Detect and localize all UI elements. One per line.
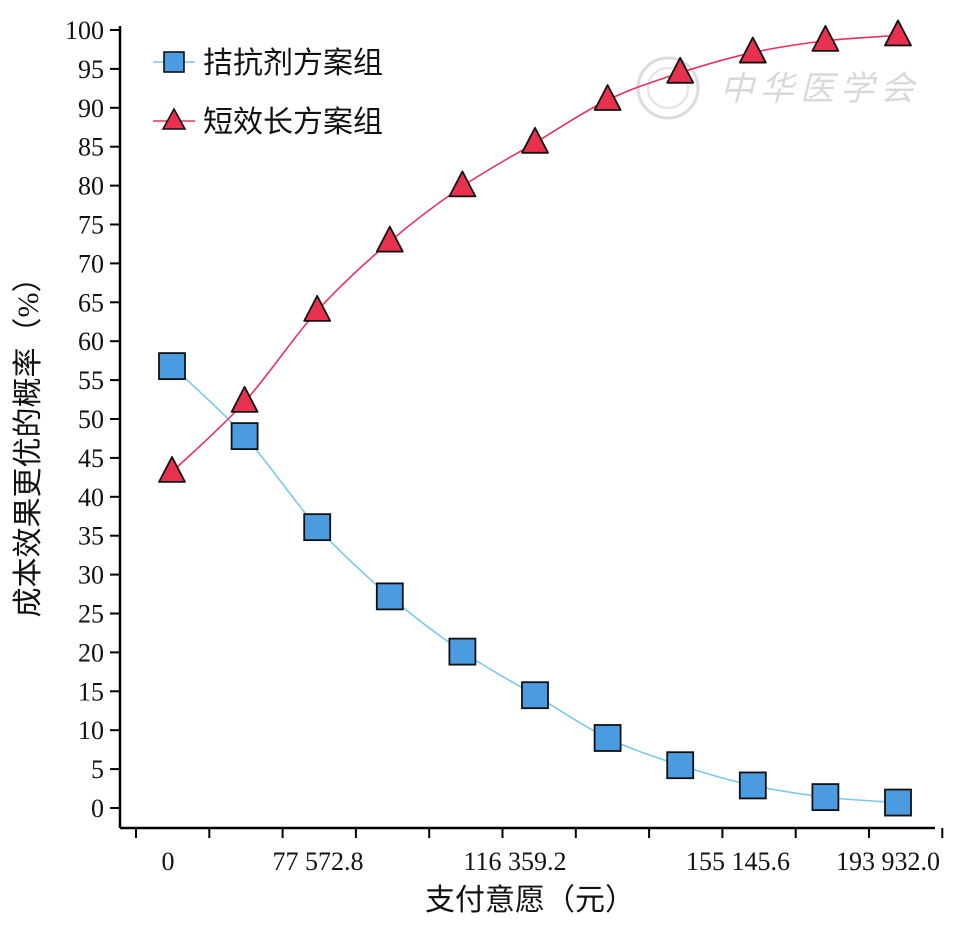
x-tick-label: 77 572.8 [273, 847, 364, 876]
data-point-square [448, 637, 477, 666]
series-line [171, 365, 899, 804]
data-point-triangle [666, 56, 695, 84]
series-layer [158, 19, 912, 817]
series-square [158, 352, 912, 817]
data-point-square [230, 422, 259, 451]
data-point-square [303, 513, 332, 542]
data-point-square [158, 352, 186, 380]
y-tick-label: 55 [78, 366, 104, 395]
data-point-triangle [158, 456, 186, 483]
data-point-square [738, 771, 767, 800]
axes: 0 5 10 15 20 25 30 35 40 45 50 55 60 65 70 75 80 85 90 95 10… [65, 16, 944, 876]
legend-label: 拮抗剂方案组 [203, 47, 383, 80]
legend-marker-triangle [161, 107, 187, 130]
y-tick-label: 45 [78, 444, 104, 473]
data-point-triangle [375, 225, 404, 253]
y-tick-label: 35 [78, 522, 104, 551]
x-tick-label: 193 932.0 [836, 847, 940, 876]
data-point-square [884, 788, 912, 817]
data-point-triangle [303, 294, 332, 322]
watermark-seal-inner [647, 67, 689, 109]
watermark: 中华医学会 [636, 56, 920, 120]
y-tick-label: 80 [78, 172, 104, 201]
x-tick-label: 0 [162, 847, 175, 876]
x-tick-label: 155 145.6 [686, 847, 790, 876]
data-point-triangle [738, 36, 767, 64]
data-point-triangle [230, 385, 259, 413]
y-tick-label: 70 [78, 249, 104, 278]
y-tick-label: 20 [78, 638, 104, 667]
y-tick-label: 100 [65, 16, 104, 45]
y-tick-label: 90 [78, 94, 104, 123]
y-tick-label: 30 [78, 561, 104, 590]
data-point-square [521, 681, 549, 710]
watermark-text: 中华医学会 [720, 69, 920, 109]
x-tick-label: 116 359.2 [463, 847, 566, 876]
data-point-square [811, 783, 840, 812]
data-point-triangle [811, 24, 840, 52]
y-tick-label: 85 [78, 133, 104, 162]
data-point-triangle [521, 126, 549, 154]
y-tick-label: 75 [78, 211, 104, 240]
data-point-triangle [448, 170, 477, 198]
series-triangle [158, 19, 912, 483]
legend-marker-square [163, 51, 185, 73]
y-tick-label: 50 [78, 405, 104, 434]
data-point-square [593, 724, 622, 752]
y-tick-label: 60 [78, 327, 104, 356]
y-tick-label: 40 [78, 483, 104, 512]
data-point-triangle [884, 19, 912, 47]
data-point-triangle [593, 84, 622, 111]
y-axis-title: 成本效果更优的概率（%） [12, 263, 45, 618]
y-tick-label: 15 [78, 677, 104, 706]
series-line [171, 34, 899, 473]
data-point-square [375, 582, 404, 611]
y-tick-label: 25 [78, 600, 104, 629]
y-tick-label: 65 [78, 288, 104, 317]
y-tick-label: 5 [91, 755, 104, 784]
y-tick-label: 95 [78, 55, 104, 84]
y-tick-label: 0 [91, 794, 104, 823]
x-axis-title: 支付意愿（元） [425, 884, 635, 917]
y-tick-label: 10 [78, 716, 104, 745]
data-point-square [666, 751, 695, 780]
legend-item: 短效长方案组 [153, 106, 383, 139]
legend-label: 短效长方案组 [203, 106, 383, 139]
legend-item: 拮抗剂方案组 [153, 47, 383, 80]
